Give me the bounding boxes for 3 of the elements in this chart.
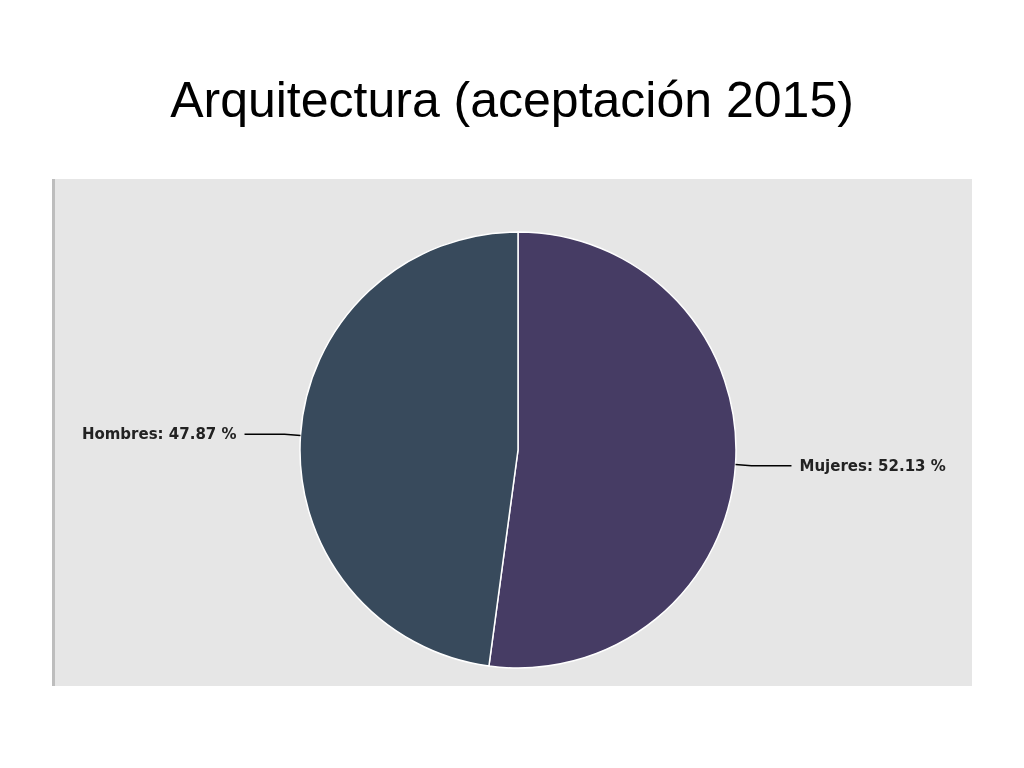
slice-label: Mujeres: 52.13 % (799, 456, 946, 475)
slice-label: Hombres: 47.87 % (81, 425, 237, 444)
chart-title: Arquitectura (aceptación 2015) (170, 72, 854, 128)
